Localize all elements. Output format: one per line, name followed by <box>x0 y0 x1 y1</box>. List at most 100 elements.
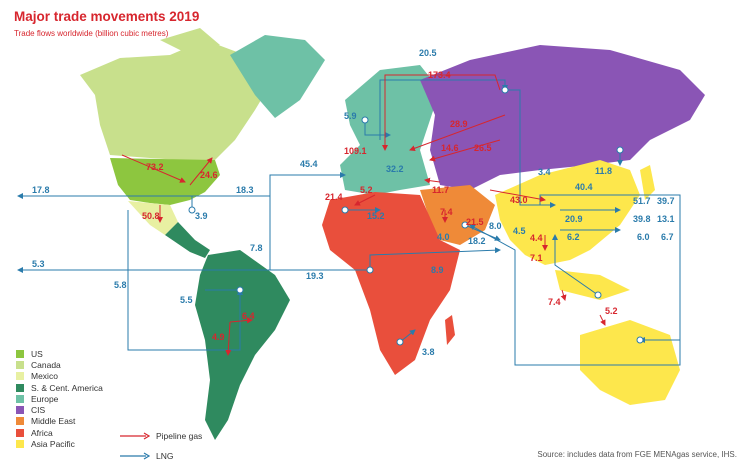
lng-value: 15.2 <box>367 211 385 221</box>
hub-marker <box>396 338 404 346</box>
region-canada-arctic <box>160 28 220 55</box>
pipeline-route <box>189 157 213 186</box>
hub-marker <box>341 206 349 214</box>
hub-marker <box>616 146 624 154</box>
legend-swatch <box>16 417 24 426</box>
lng-value: 19.3 <box>306 271 324 281</box>
pipeline-value: 24.6 <box>200 170 218 180</box>
lng-value: 7.8 <box>250 243 263 253</box>
lng-value: 20.9 <box>565 214 583 224</box>
region-central-america <box>165 222 210 258</box>
legend-item: Middle East <box>16 416 103 427</box>
region-legend: US Canada Mexico S. & Cent. America Europe CI… <box>16 348 103 450</box>
legend-label: Canada <box>31 359 61 370</box>
lng-value: 17.8 <box>32 185 50 195</box>
lng-value: 11.8 <box>595 166 612 176</box>
pipeline-route <box>429 139 501 162</box>
pipeline-value: 43.0 <box>510 195 528 205</box>
pipeline-value: 14.6 <box>441 143 459 153</box>
pipeline-value: 11.7 <box>432 185 449 195</box>
hub-marker <box>636 336 644 344</box>
legend-item: S. & Cent. America <box>16 382 103 393</box>
legend-label: US <box>31 348 43 359</box>
lng-route <box>552 234 599 296</box>
pipeline-value: 173.4 <box>428 70 451 80</box>
region-mexico <box>128 201 178 235</box>
source-note: Source: includes data from FGE MENAgas s… <box>537 450 737 459</box>
region-shapes <box>80 28 705 440</box>
lng-value: 5.5 <box>180 295 193 305</box>
lng-route <box>505 89 556 208</box>
pipeline-route <box>489 189 546 203</box>
legend-swatch <box>16 349 24 358</box>
pipeline-labels: 73.2 24.6 50.8 4.9 6.4 109.1 173.4 28.9 … <box>142 70 618 342</box>
pipeline-route <box>229 317 253 324</box>
pipeline-value: 21.5 <box>466 217 484 227</box>
pipeline-value: 50.8 <box>142 211 160 221</box>
lng-value: 8.9 <box>431 265 444 275</box>
lng-value: 18.2 <box>468 236 486 246</box>
pipeline-route <box>424 177 441 184</box>
region-madagascar <box>445 315 455 345</box>
lng-labels: 17.8 18.3 3.9 5.3 5.8 5.5 7.8 45.4 19.3 … <box>32 48 675 357</box>
lng-route <box>379 79 508 140</box>
legend-lng: LNG <box>120 446 202 466</box>
lng-value: 32.2 <box>386 164 404 174</box>
region-greenland <box>230 35 325 118</box>
lng-value: 39.8 <box>633 214 651 224</box>
lng-value: 45.4 <box>300 159 318 169</box>
pipeline-value: 7.4 <box>548 297 561 307</box>
pipeline-routes <box>121 74 606 356</box>
legend-swatch <box>16 406 24 415</box>
pipeline-value: 26.5 <box>474 143 492 153</box>
legend-label: Middle East <box>31 416 76 427</box>
pipeline-route <box>354 194 376 206</box>
pipeline-route <box>382 74 501 151</box>
legend-swatch <box>16 360 24 369</box>
pipeline-value: 73.2 <box>146 162 164 172</box>
pipeline-value: 4.9 <box>212 332 225 342</box>
lng-value: 5.9 <box>344 111 357 121</box>
region-japan <box>640 165 655 200</box>
lng-arrow-icon <box>120 452 150 460</box>
flow-type-legend: Pipeline gas LNG <box>120 426 202 466</box>
map-title: Major trade movements 2019 <box>14 9 200 24</box>
hub-marker <box>594 291 602 299</box>
lng-value: 6.0 <box>637 232 650 242</box>
legend-swatch <box>16 394 24 403</box>
lng-route <box>369 247 501 270</box>
hub-markers <box>188 86 644 346</box>
lng-value: 3.8 <box>422 347 435 357</box>
lng-route <box>269 172 346 196</box>
pipeline-value: 21.4 <box>325 192 343 202</box>
legend-label: CIS <box>31 405 46 416</box>
legend-swatch <box>16 428 24 437</box>
pipeline-value: 28.9 <box>450 119 468 129</box>
region-australia <box>580 320 680 405</box>
legend-swatch <box>16 440 24 449</box>
hub-marker <box>366 266 374 274</box>
pipeline-value: 6.4 <box>242 311 255 321</box>
lng-value: 51.7 <box>633 196 651 206</box>
lng-value: 6.7 <box>661 232 674 242</box>
region-europe <box>340 65 440 195</box>
legend-item: Europe <box>16 393 103 404</box>
region-africa <box>322 192 460 375</box>
legend-label: Europe <box>31 393 59 404</box>
lng-value: 6.2 <box>567 232 580 242</box>
pipeline-value: 5.2 <box>360 185 373 195</box>
hub-marker <box>361 116 369 124</box>
legend-item: Asia Pacific <box>16 438 103 449</box>
legend-item: Mexico <box>16 371 103 382</box>
lng-route <box>364 120 391 138</box>
region-se-asia-islands <box>555 270 630 300</box>
lng-value: 40.4 <box>575 182 593 192</box>
pipeline-value: 5.2 <box>605 306 618 316</box>
pipeline-value: 7.1 <box>530 253 543 263</box>
lng-value: 8.0 <box>489 221 502 231</box>
legend-pipeline-label: Pipeline gas <box>156 431 203 441</box>
region-cis <box>420 45 705 190</box>
legend-label: S. & Cent. America <box>31 382 103 393</box>
lng-value: 18.3 <box>236 185 254 195</box>
